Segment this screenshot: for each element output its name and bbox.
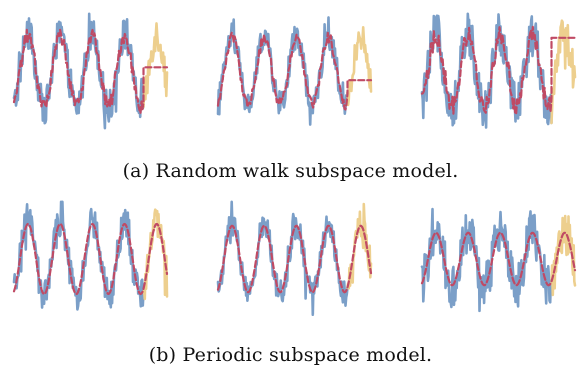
held-out-series-a1 [142, 22, 169, 108]
chart-a2 [216, 16, 373, 126]
panel-b2 [212, 194, 377, 324]
observed-series-b2 [216, 200, 349, 316]
observed-series-b1 [12, 200, 145, 311]
panel-b3 [416, 194, 581, 324]
model-fit-a3 [420, 25, 577, 116]
chart-a3 [420, 12, 577, 129]
model-fit-b2 [216, 224, 373, 294]
panel-a2 [212, 6, 377, 136]
observed-series-a1 [12, 12, 145, 130]
model-fit-a1 [12, 28, 169, 115]
panel-b1 [8, 194, 173, 324]
chart-a1 [12, 12, 169, 130]
observed-series-b3 [420, 207, 553, 313]
chart-b3 [420, 207, 577, 313]
chart-b2 [216, 200, 373, 316]
model-fit-b3 [420, 231, 577, 287]
held-out-series-a2 [346, 26, 373, 107]
panel-a3 [416, 6, 581, 136]
chart-b1 [12, 200, 169, 311]
panel-a1 [8, 6, 173, 136]
caption-a: (a) Random walk subspace model. [122, 160, 459, 182]
model-fit-b1 [12, 222, 169, 296]
caption-b: (b) Periodic subspace model. [148, 344, 433, 366]
model-fit-a2 [216, 31, 373, 111]
held-out-series-a3 [550, 19, 577, 125]
